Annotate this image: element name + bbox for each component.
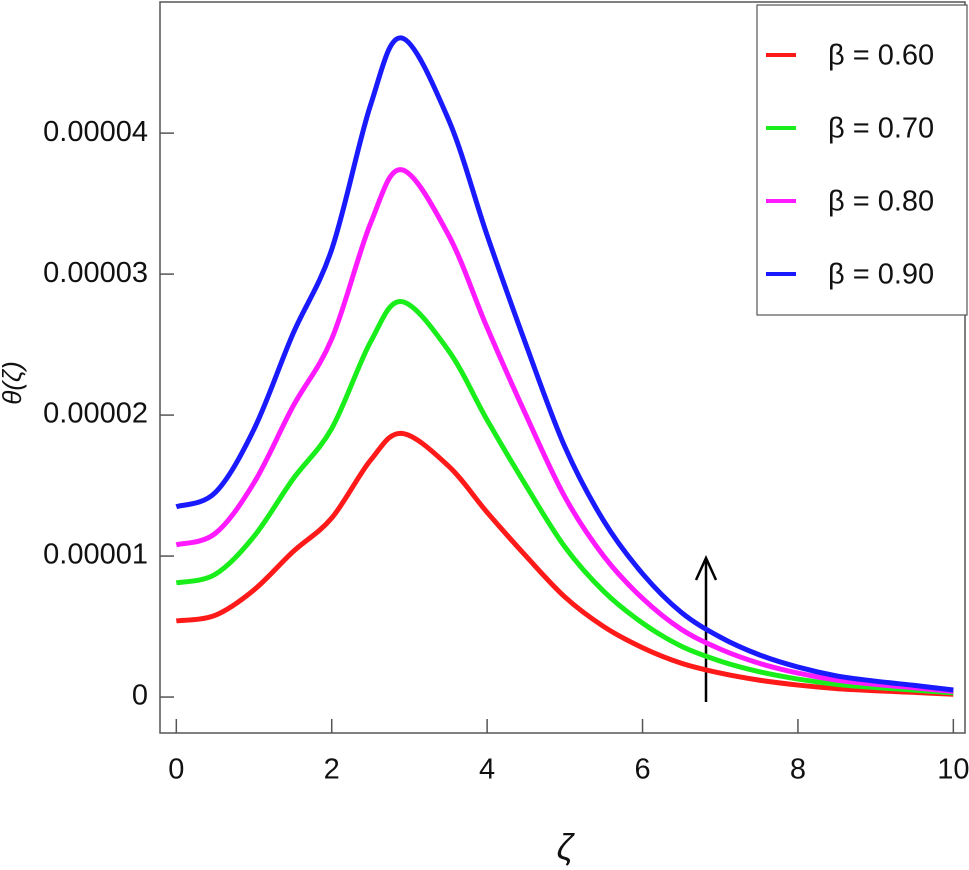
y-tick-label: 0.00003 [43, 257, 148, 289]
y-tick-label: 0 [132, 680, 148, 712]
data-line [175, 167, 954, 694]
x-tick-label: 8 [790, 754, 806, 786]
y-tick-label: 0.00001 [43, 539, 148, 571]
x-axis-label: ζ [557, 827, 576, 868]
x-tick-label: 0 [168, 754, 184, 786]
x-tick-label: 10 [937, 754, 969, 786]
legend-label: β = 0.70 [828, 113, 934, 145]
data-line [175, 299, 954, 696]
x-tick-label: 2 [324, 754, 340, 786]
plot-frame [159, 1, 966, 734]
y-tick-label: 0.00004 [43, 116, 148, 148]
data-line [175, 35, 954, 693]
x-tick-label: 6 [634, 754, 650, 786]
legend-label: β = 0.60 [828, 40, 934, 72]
y-tick-label: 0.00002 [43, 398, 148, 430]
legend-label: β = 0.90 [828, 259, 934, 291]
x-tick-label: 4 [479, 754, 495, 786]
y-axis-label: θ(ζ) [0, 361, 27, 404]
data-line [175, 430, 954, 697]
legend-label: β = 0.80 [828, 186, 934, 218]
